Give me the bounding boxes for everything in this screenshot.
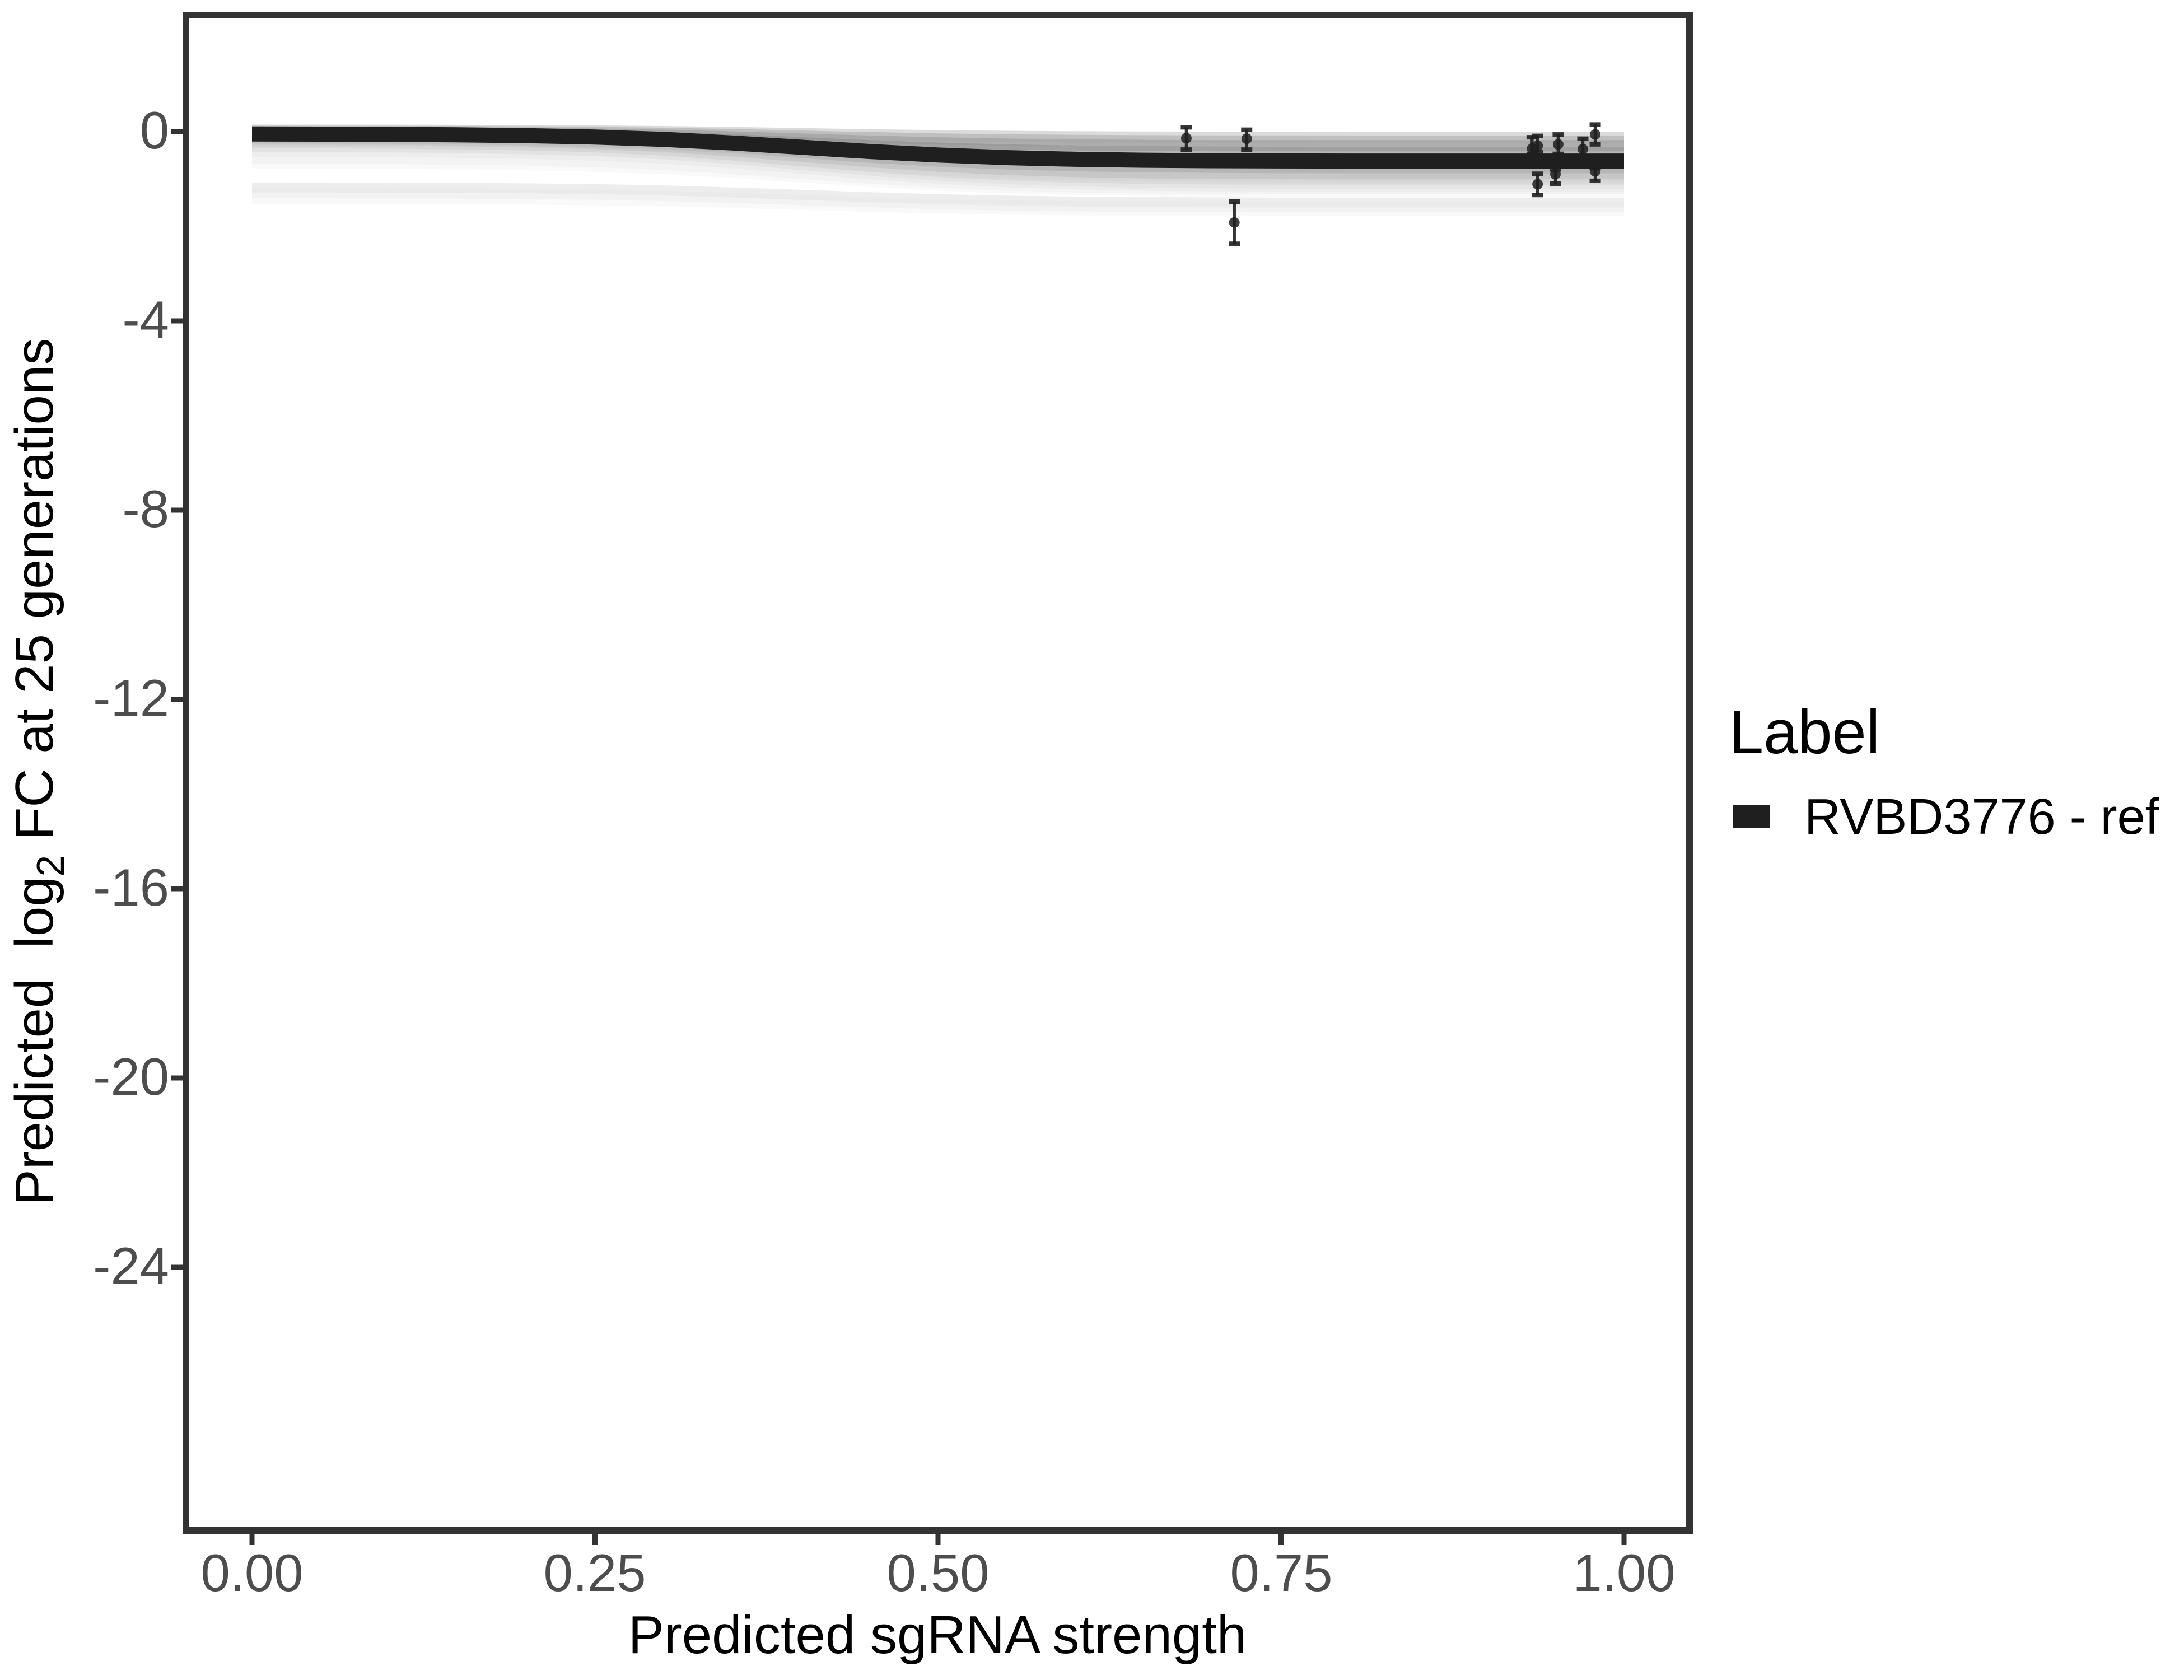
y-tick-label-m12: -12 — [93, 669, 169, 728]
data-point-4 — [1532, 140, 1543, 151]
posterior-curve-8 — [251, 139, 1624, 189]
x-tick-label-000: 0.00 — [200, 1543, 304, 1602]
y-axis-title-subscript: 2 — [29, 855, 73, 877]
posterior-curve-12 — [251, 182, 1624, 208]
x-tick-label-100: 1.00 — [1572, 1543, 1676, 1602]
posterior-curve-9 — [251, 144, 1624, 192]
x-axis-title: Predicted sgRNA strength — [628, 1605, 1247, 1665]
y-tick-label-m24: -24 — [93, 1236, 169, 1296]
y-axis-title: Predicted log2 FC at 25 generations — [4, 338, 72, 1206]
legend-item-label: RVBD3776 - ref — [1804, 789, 2159, 845]
y-tick-label-0: 0 — [139, 101, 169, 160]
main-fit-curve — [251, 126, 1624, 169]
y-tick-label-m8: -8 — [122, 479, 169, 539]
data-point-10 — [1532, 179, 1543, 190]
y-tick-label-m4: -4 — [122, 290, 169, 349]
x-tick-label-025: 0.25 — [543, 1543, 646, 1602]
panel-border — [183, 12, 1693, 1534]
posterior-curve-7 — [251, 136, 1624, 185]
posterior-curve-11 — [251, 156, 1624, 197]
posterior-curve-13 — [251, 188, 1624, 213]
y-axis-title-prefix: Predicted log — [4, 876, 64, 1206]
y-axis-title-suffix: FC at 25 generations — [4, 338, 64, 855]
data-point-2 — [1229, 217, 1240, 228]
posterior-curve-14 — [251, 194, 1624, 216]
y-tick-label-m16: -16 — [93, 858, 169, 917]
legend-title: Label — [1729, 698, 1880, 767]
data-point-7 — [1590, 129, 1601, 140]
data-point-6 — [1578, 143, 1588, 155]
x-tick-label-075: 0.75 — [1230, 1543, 1333, 1602]
data-point-0 — [1180, 133, 1192, 144]
data-point-9 — [1590, 166, 1601, 177]
data-point-5 — [1552, 139, 1564, 150]
posterior-curve-10 — [251, 151, 1624, 195]
x-tick-label-050: 0.50 — [886, 1543, 990, 1602]
legend-key-swatch — [1733, 805, 1770, 828]
data-point-1 — [1241, 133, 1252, 144]
data-point-8 — [1550, 169, 1561, 180]
y-tick-label-m20: -20 — [93, 1047, 169, 1107]
